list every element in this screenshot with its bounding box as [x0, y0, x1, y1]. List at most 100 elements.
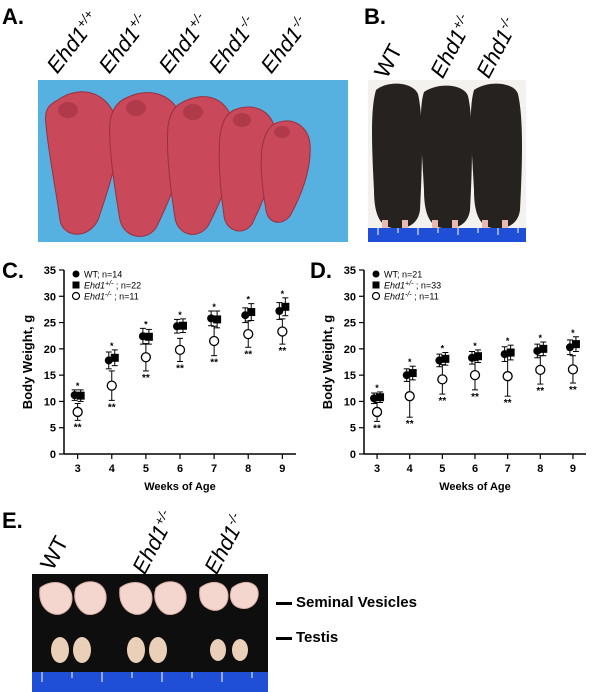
legend-marker-square [72, 281, 80, 289]
y-tick-label: 20 [344, 344, 356, 356]
legend-label: Ehd1+/- ; n=22 [84, 281, 141, 291]
panel-a-genotype-2: Ehd1+/- [93, 9, 147, 78]
legend-label: Ehd1+/- ; n=33 [384, 281, 441, 291]
significance-marker-lower: ** [210, 358, 218, 369]
data-point-filled-circle [435, 356, 444, 365]
data-point-filled-circle [565, 343, 574, 352]
data-point-open-circle [277, 326, 288, 337]
y-tick-label: 25 [344, 318, 356, 330]
significance-marker-lower: ** [74, 422, 82, 433]
panel-a-genotype-1: Ehd1+/+ [41, 6, 97, 78]
x-tick-label: 6 [472, 463, 478, 475]
x-tick-label: 5 [143, 463, 149, 475]
significance-marker-upper: * [144, 319, 148, 329]
significance-marker-lower: ** [278, 346, 286, 357]
panel-e-genotype-3: Ehd1-/- [199, 509, 246, 578]
data-point-open-circle [208, 335, 220, 347]
panel-b-label: B. [364, 4, 386, 29]
significance-marker-lower: ** [504, 398, 512, 409]
panel-e-genotype-2: Ehd1+/- [127, 506, 174, 578]
x-axis-label: Weeks of Age [439, 481, 511, 493]
y-tick-label: 0 [350, 449, 356, 461]
significance-marker-lower: ** [244, 349, 252, 360]
x-tick-label: 8 [245, 463, 251, 475]
x-tick-label: 7 [211, 463, 217, 475]
significance-marker-upper: * [506, 336, 510, 346]
data-point-open-circle [243, 328, 254, 340]
y-axis-label: Body Weight, g [320, 315, 335, 409]
chart-c: 0 5 10 15 20 25 30 35 3 4 5 6 7 8 9 Weeks of Age Body We… [20, 265, 296, 493]
x-axis-label: Weeks of Age [144, 481, 216, 493]
legend-marker-filled-circle [72, 270, 80, 278]
y-tick-label: 5 [50, 423, 56, 435]
seminal-vesicles-pointer [276, 602, 292, 605]
x-tick-label: 6 [177, 463, 183, 475]
significance-marker-upper: * [246, 295, 250, 305]
data-point-square [179, 321, 187, 330]
legend-marker-filled-circle [372, 270, 380, 278]
significance-marker-lower: ** [373, 423, 381, 434]
data-point-square [110, 353, 119, 362]
data-point-square [441, 354, 450, 363]
legend-marker-square [372, 281, 380, 289]
y-tick-label: 10 [44, 396, 56, 408]
significance-marker-upper: * [408, 357, 412, 367]
legend-label: Ehd1-/- ; n=11 [84, 292, 139, 302]
panel-b-genotype-1: WT [369, 39, 408, 82]
significance-marker-lower: ** [108, 402, 116, 413]
x-tick-label: 9 [279, 463, 285, 475]
data-point-open-circle [72, 406, 83, 418]
data-point-filled-circle [402, 371, 411, 380]
panel-b-genotype-2: Ehd1+/- [425, 10, 472, 82]
legend-label: WT; n=21 [384, 270, 422, 280]
x-tick-label: 9 [570, 463, 576, 475]
panel-a-genotype-5: Ehd1-/- [255, 11, 307, 78]
y-tick-label: 15 [44, 370, 56, 382]
data-point-open-circle [535, 364, 546, 376]
legend-label: WT; n=14 [84, 270, 122, 280]
significance-marker-lower: ** [536, 386, 544, 397]
significance-marker-upper: * [473, 341, 477, 351]
panel-a-label: A. [2, 4, 24, 29]
data-point-square [281, 302, 290, 311]
data-point-square [539, 344, 548, 353]
significance-marker-lower: ** [438, 396, 446, 407]
significance-marker-lower: ** [569, 385, 577, 396]
data-point-square [571, 340, 580, 349]
data-point-open-circle [469, 369, 481, 381]
significance-marker-upper: * [178, 310, 182, 320]
significance-marker-lower: ** [471, 392, 479, 403]
panel-c-label: C. [2, 258, 24, 283]
panel-a-genotype-3: Ehd1+/- [153, 9, 207, 78]
testis-pointer [276, 637, 292, 640]
data-point-open-circle [106, 380, 117, 391]
significance-marker-upper: * [110, 341, 114, 351]
y-tick-label: 5 [350, 423, 356, 435]
legend-marker-open-circle [371, 291, 381, 301]
data-point-open-circle [174, 344, 186, 356]
data-point-open-circle [371, 406, 383, 418]
x-tick-label: 3 [75, 463, 81, 475]
y-tick-label: 30 [44, 291, 56, 303]
legend-marker-open-circle [71, 291, 81, 301]
legend-label: Ehd1-/- ; n=11 [384, 292, 439, 302]
significance-marker-upper: * [539, 333, 543, 343]
y-tick-label: 35 [44, 265, 56, 277]
data-point-square [247, 308, 256, 317]
y-tick-label: 0 [50, 449, 56, 461]
x-tick-label: 4 [109, 463, 116, 475]
adult-mice-photo [368, 80, 526, 242]
organs-photo [32, 574, 268, 692]
data-point-square [506, 348, 515, 357]
data-point-square [474, 352, 482, 361]
x-tick-label: 3 [374, 463, 380, 475]
x-tick-label: 4 [407, 463, 414, 475]
data-point-open-circle [502, 371, 513, 382]
panel-d-label: D. [310, 258, 332, 283]
seminal-vesicles-label: Seminal Vesicles [296, 594, 417, 611]
testis-label: Testis [296, 629, 339, 646]
pups-photo [38, 80, 348, 242]
y-tick-label: 10 [344, 396, 356, 408]
y-tick-label: 15 [344, 370, 356, 382]
significance-marker-lower: ** [176, 363, 184, 374]
